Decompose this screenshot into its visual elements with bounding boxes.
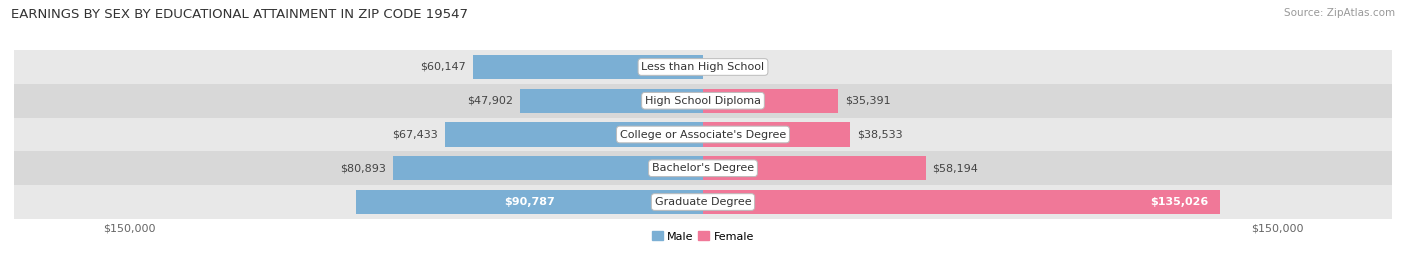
Bar (14, 84, 1392, 118)
Text: EARNINGS BY SEX BY EDUCATIONAL ATTAINMENT IN ZIP CODE 19547: EARNINGS BY SEX BY EDUCATIONAL ATTAINMEN… (11, 8, 468, 21)
Bar (703, 190, 1220, 214)
Bar (520, 89, 703, 113)
Text: Less than High School: Less than High School (641, 62, 765, 72)
Bar (444, 122, 703, 147)
Bar (14, 185, 1392, 219)
Text: Bachelor's Degree: Bachelor's Degree (652, 163, 754, 173)
Bar (14, 50, 1392, 84)
Text: Source: ZipAtlas.com: Source: ZipAtlas.com (1284, 8, 1395, 18)
Bar (703, 156, 925, 180)
Text: $38,533: $38,533 (858, 129, 903, 140)
Bar (703, 89, 838, 113)
Bar (14, 151, 1392, 185)
Bar (472, 55, 703, 79)
Bar (14, 118, 1392, 151)
Text: $58,194: $58,194 (932, 163, 979, 173)
Bar (394, 156, 703, 180)
Text: $135,026: $135,026 (1150, 197, 1208, 207)
Text: College or Associate's Degree: College or Associate's Degree (620, 129, 786, 140)
Legend: Male, Female: Male, Female (647, 227, 759, 246)
Text: $67,433: $67,433 (392, 129, 439, 140)
Text: $90,787: $90,787 (503, 197, 554, 207)
Bar (703, 122, 851, 147)
Text: $60,147: $60,147 (420, 62, 465, 72)
Text: $35,391: $35,391 (845, 96, 891, 106)
Text: Graduate Degree: Graduate Degree (655, 197, 751, 207)
Text: $80,893: $80,893 (340, 163, 387, 173)
Text: $47,902: $47,902 (467, 96, 513, 106)
Text: High School Diploma: High School Diploma (645, 96, 761, 106)
Text: $0: $0 (710, 62, 724, 72)
Bar (356, 190, 703, 214)
